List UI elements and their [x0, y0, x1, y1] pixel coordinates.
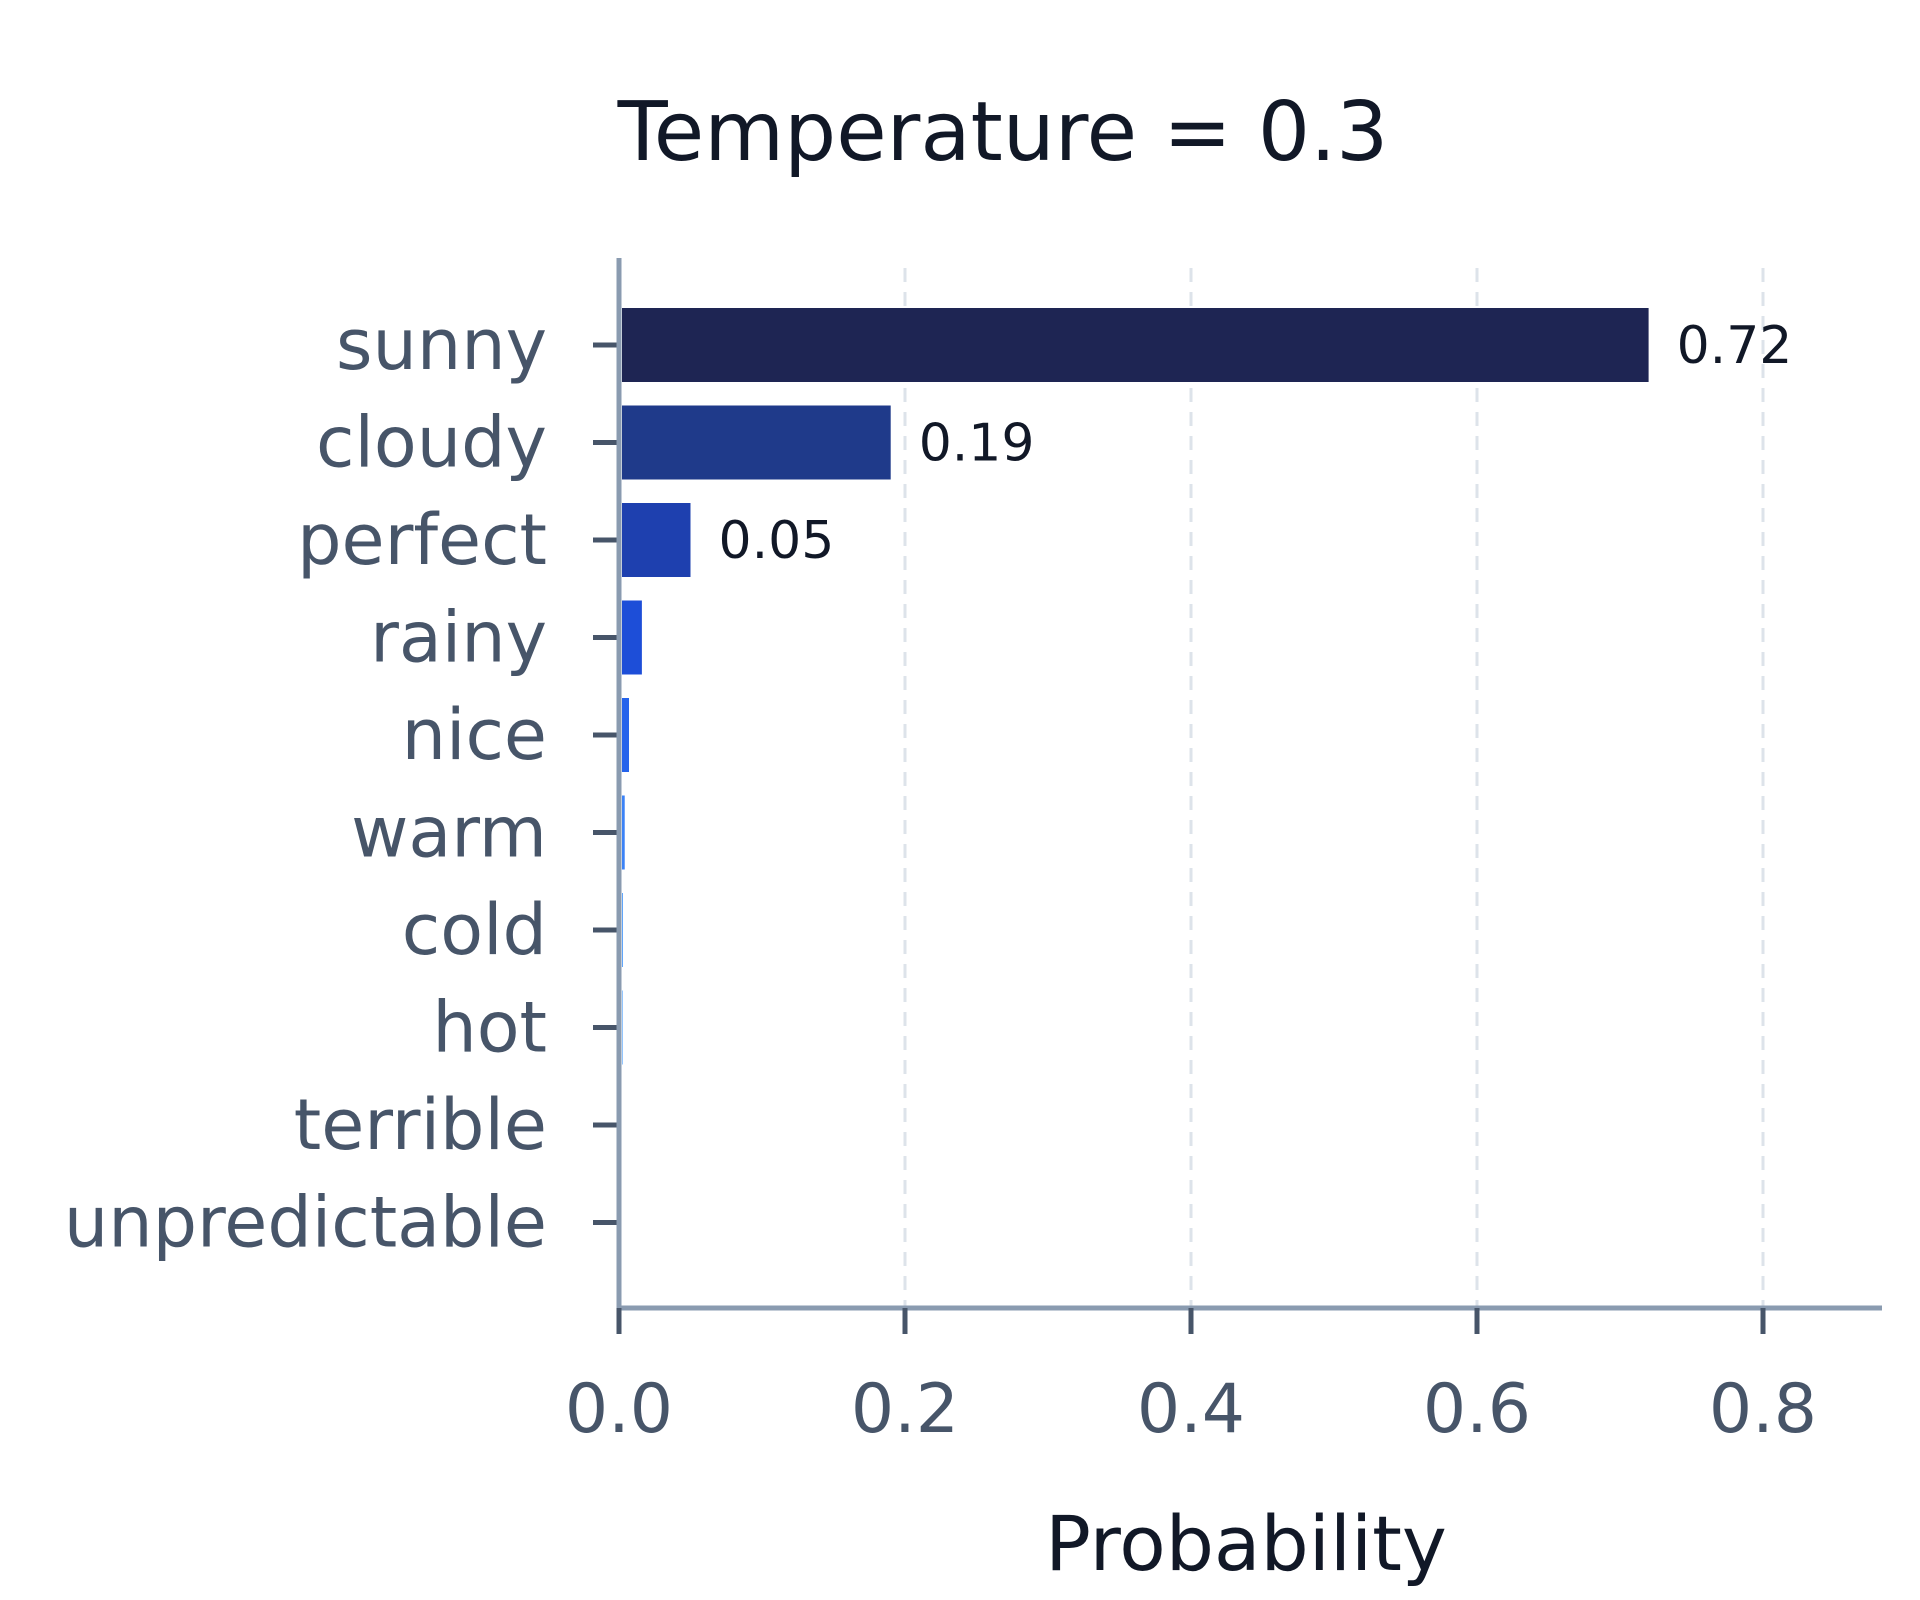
bar-warm	[622, 795, 625, 870]
data-label-perfect: 0.05	[719, 511, 835, 571]
x-tick-label-1: 0.2	[851, 1370, 959, 1449]
category-label-unpredictable: unpredictable	[64, 1182, 547, 1264]
data-label-cloudy: 0.19	[919, 414, 1035, 474]
x-tick-label-3: 0.6	[1423, 1370, 1531, 1449]
bar-hot	[622, 990, 623, 1065]
bar-rainy	[622, 600, 642, 675]
chart-title: Temperature = 0.3	[617, 85, 1389, 180]
category-label-nice: nice	[402, 694, 547, 776]
category-label-hot: hot	[432, 987, 547, 1069]
x-tick-label-4: 0.8	[1709, 1370, 1817, 1449]
category-label-perfect: perfect	[297, 499, 547, 581]
x-axis-title: Probability	[1045, 1499, 1447, 1588]
category-label-cloudy: cloudy	[316, 402, 547, 484]
category-label-warm: warm	[351, 792, 547, 874]
category-label-cold: cold	[402, 889, 547, 971]
bar-nice	[622, 698, 630, 772]
labels: sunny 0.72 cloudy 0.19 perfect 0.05 rainy nice w…	[64, 304, 1817, 1449]
category-label-terrible: terrible	[294, 1084, 547, 1166]
data-label-sunny: 0.72	[1677, 316, 1793, 376]
bar-perfect	[622, 503, 691, 577]
bar-cold	[622, 893, 623, 967]
bar-sunny	[622, 308, 1649, 382]
bar-cloudy	[622, 405, 891, 480]
x-tick-label-0: 0.0	[565, 1370, 673, 1449]
bars	[622, 308, 1649, 1065]
gridlines	[903, 268, 1765, 1308]
category-label-sunny: sunny	[336, 304, 547, 386]
category-label-rainy: rainy	[370, 597, 547, 679]
axes	[593, 258, 1882, 1334]
x-tick-label-2: 0.4	[1137, 1370, 1245, 1449]
